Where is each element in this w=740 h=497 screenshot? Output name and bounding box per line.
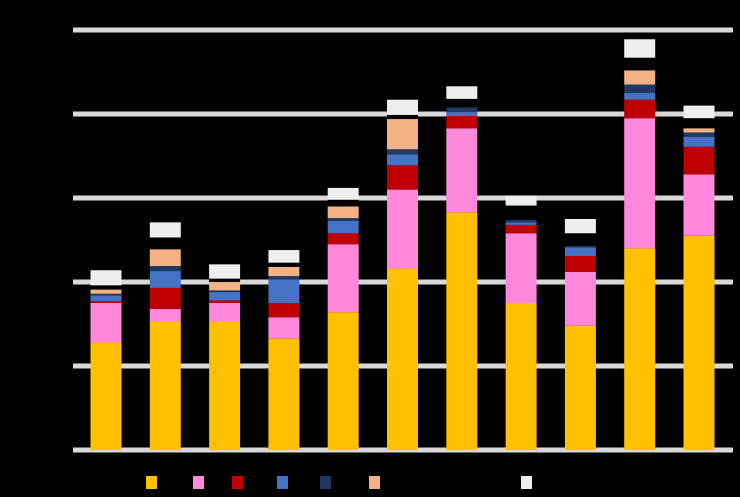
bar-segment	[505, 233, 537, 303]
bar-segment	[327, 206, 359, 219]
bar-segment	[624, 99, 656, 119]
bar-segment	[446, 107, 478, 113]
bar-segment	[268, 338, 300, 450]
bar-segment	[90, 301, 122, 303]
bar-segment	[268, 262, 300, 267]
bar-segment	[505, 222, 537, 225]
bar-segment	[624, 57, 656, 71]
bar-segment	[209, 290, 241, 293]
bar-segment	[209, 282, 241, 291]
bar-segment	[683, 105, 715, 119]
bar-segment	[209, 321, 241, 450]
bar-segment	[624, 39, 656, 58]
bar-segment	[564, 219, 596, 234]
legend	[0, 472, 740, 492]
bar-segment	[564, 325, 596, 450]
bar-segment	[209, 300, 241, 303]
bar-segment	[149, 287, 181, 309]
bar-segment	[683, 128, 715, 133]
bar-stacks	[90, 39, 715, 450]
bar-segment	[446, 212, 478, 450]
bar-segment	[683, 174, 715, 236]
bar-segment	[149, 237, 181, 250]
bar-segment	[387, 99, 418, 115]
bar-segment	[149, 321, 181, 450]
bar-segment	[387, 165, 418, 190]
bar-segment	[327, 312, 359, 450]
bar-segment	[268, 317, 300, 339]
bar-segment	[387, 114, 418, 120]
bar-segment	[90, 285, 122, 290]
bar-segment	[268, 250, 300, 263]
bar-segment	[505, 224, 537, 234]
bar-segment	[624, 248, 656, 450]
bar-segment	[90, 295, 122, 302]
legend-swatch	[320, 476, 331, 489]
legend-swatch	[277, 476, 288, 489]
legend-swatch	[521, 476, 532, 489]
bar-segment	[564, 233, 596, 246]
bar-segment	[564, 247, 596, 256]
bar-segment	[683, 146, 715, 175]
bar-segment	[624, 70, 656, 85]
bar-segment	[446, 112, 478, 116]
bar-segment	[327, 244, 359, 313]
bar-segment	[564, 245, 596, 248]
bar-segment	[564, 255, 596, 272]
bar-segment	[327, 199, 359, 207]
bar-segment	[268, 303, 300, 318]
bar-segment	[505, 195, 537, 206]
bar-segment	[268, 279, 300, 303]
legend-swatch	[193, 476, 204, 489]
bar-segment	[387, 149, 418, 155]
bar-segment	[327, 187, 359, 200]
bar-segment	[564, 271, 596, 326]
bar-segment	[387, 189, 418, 269]
bar-segment	[209, 292, 241, 301]
bar-segment	[90, 289, 122, 294]
bar-segment	[209, 278, 241, 282]
bar-segment	[268, 276, 300, 280]
legend-swatch	[369, 476, 380, 489]
bar-segment	[683, 235, 715, 450]
bar-segment	[268, 266, 300, 277]
bar-segment	[624, 84, 656, 93]
bar-segment	[387, 119, 418, 150]
bar-segment	[387, 268, 418, 450]
bar-segment	[446, 98, 478, 108]
bar-segment	[446, 128, 478, 213]
legend-swatch	[146, 476, 157, 489]
bar-segment	[683, 136, 715, 147]
bar-segment	[624, 93, 656, 100]
bar-segment	[327, 218, 359, 221]
bar-segment	[209, 264, 241, 279]
bar-segment	[90, 342, 122, 450]
bar-segment	[149, 308, 181, 322]
bar-segment	[149, 222, 181, 238]
bar-segment	[90, 293, 122, 296]
bar-segment	[327, 233, 359, 245]
legend-swatch	[232, 476, 243, 489]
bar-segment	[327, 220, 359, 234]
bar-segment	[505, 303, 537, 450]
bar-segment	[387, 154, 418, 166]
bar-segment	[149, 271, 181, 288]
bar-segment	[624, 118, 656, 249]
bar-segment	[505, 219, 537, 223]
bar-segment	[446, 86, 478, 99]
bar-segment	[683, 132, 715, 137]
bar-segment	[209, 303, 241, 322]
bar-segment	[90, 270, 122, 286]
bar-segment	[683, 118, 715, 129]
bar-segment	[446, 115, 478, 129]
bar-segment	[90, 303, 122, 343]
bar-segment	[149, 249, 181, 267]
bar-segment	[505, 205, 537, 220]
bar-segment	[149, 266, 181, 272]
